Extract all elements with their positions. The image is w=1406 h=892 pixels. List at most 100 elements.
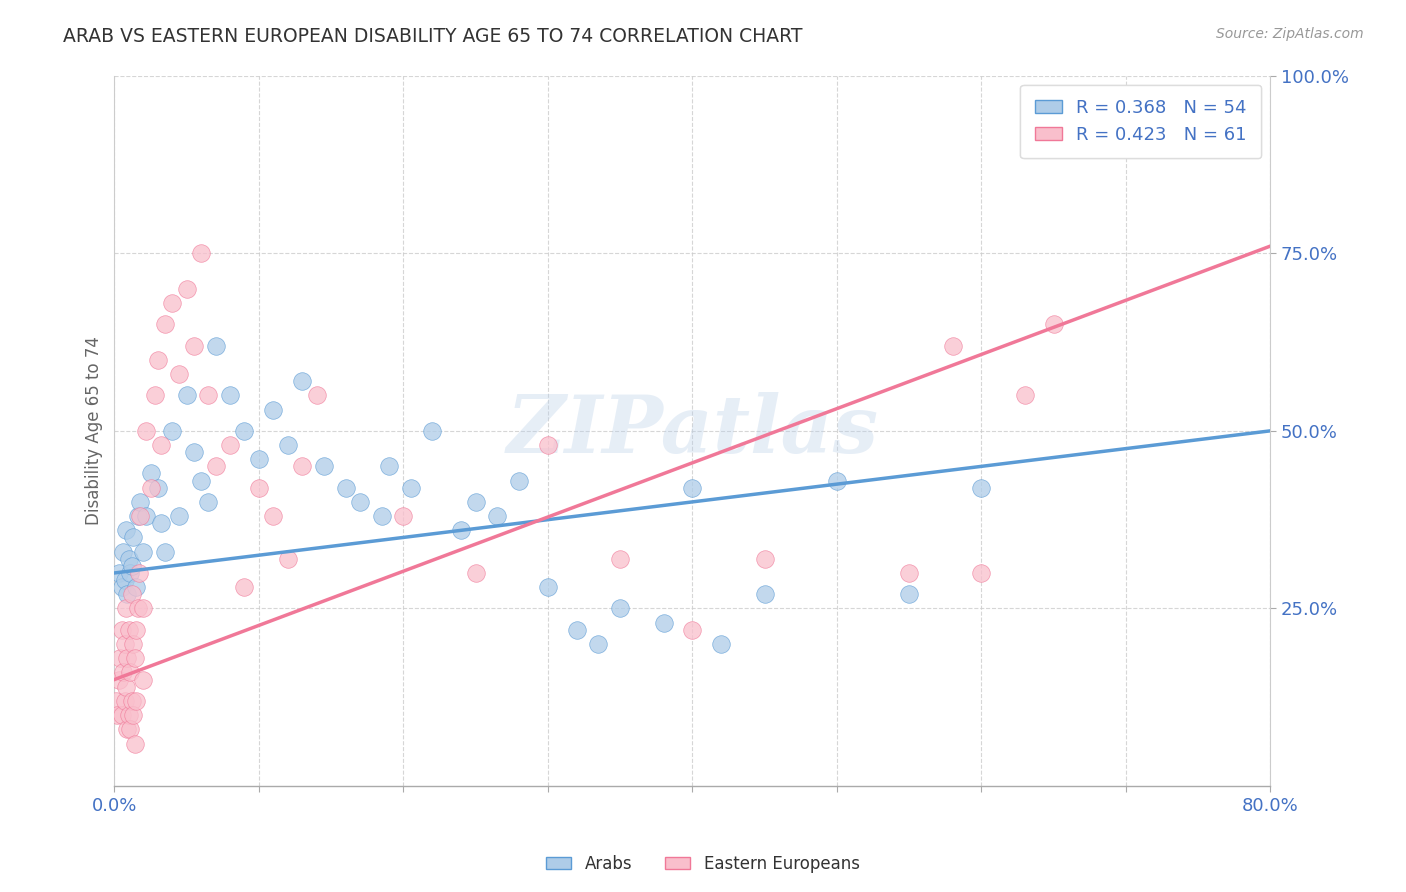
Point <box>118 623 141 637</box>
Text: ZIPatlas: ZIPatlas <box>506 392 879 469</box>
Point <box>176 388 198 402</box>
Point <box>153 317 176 331</box>
Point <box>120 665 142 680</box>
Point <box>204 338 226 352</box>
Point <box>149 516 172 531</box>
Point <box>291 374 314 388</box>
Point <box>754 587 776 601</box>
Point <box>111 708 134 723</box>
Point <box>118 708 141 723</box>
Point <box>121 694 143 708</box>
Point <box>190 246 212 260</box>
Y-axis label: Disability Age 65 to 74: Disability Age 65 to 74 <box>86 336 103 525</box>
Point <box>970 566 993 580</box>
Point <box>335 481 357 495</box>
Point <box>754 551 776 566</box>
Point <box>139 467 162 481</box>
Point <box>291 459 314 474</box>
Point <box>371 509 394 524</box>
Point <box>681 481 703 495</box>
Point <box>710 637 733 651</box>
Point <box>105 708 128 723</box>
Point <box>115 601 138 615</box>
Point <box>277 438 299 452</box>
Point <box>349 495 371 509</box>
Point <box>114 637 136 651</box>
Point <box>114 573 136 587</box>
Point <box>1042 317 1064 331</box>
Point <box>247 481 270 495</box>
Point <box>132 673 155 687</box>
Point <box>127 601 149 615</box>
Point <box>399 481 422 495</box>
Point <box>124 737 146 751</box>
Point <box>143 388 166 402</box>
Point <box>121 587 143 601</box>
Text: Source: ZipAtlas.com: Source: ZipAtlas.com <box>1216 27 1364 41</box>
Point <box>160 296 183 310</box>
Point <box>135 509 157 524</box>
Point <box>104 694 127 708</box>
Point <box>652 615 675 630</box>
Point <box>160 424 183 438</box>
Legend: Arabs, Eastern Europeans: Arabs, Eastern Europeans <box>540 848 866 880</box>
Point <box>127 509 149 524</box>
Point <box>120 566 142 580</box>
Point <box>115 524 138 538</box>
Point <box>898 587 921 601</box>
Point <box>970 481 993 495</box>
Point <box>183 445 205 459</box>
Point <box>233 580 256 594</box>
Point <box>125 580 148 594</box>
Point <box>247 452 270 467</box>
Point <box>129 495 152 509</box>
Point <box>233 424 256 438</box>
Point <box>146 481 169 495</box>
Point <box>114 694 136 708</box>
Point <box>169 367 191 381</box>
Point <box>681 623 703 637</box>
Point <box>107 673 129 687</box>
Point <box>464 566 486 580</box>
Point <box>149 438 172 452</box>
Point <box>129 509 152 524</box>
Point <box>588 637 610 651</box>
Text: ARAB VS EASTERN EUROPEAN DISABILITY AGE 65 TO 74 CORRELATION CHART: ARAB VS EASTERN EUROPEAN DISABILITY AGE … <box>63 27 803 45</box>
Point <box>609 601 631 615</box>
Point <box>392 509 415 524</box>
Point <box>153 544 176 558</box>
Point <box>262 402 284 417</box>
Point <box>132 601 155 615</box>
Point <box>378 459 401 474</box>
Point <box>262 509 284 524</box>
Point <box>117 723 139 737</box>
Point <box>825 474 848 488</box>
Point <box>112 544 135 558</box>
Point <box>112 665 135 680</box>
Point <box>941 338 963 352</box>
Point <box>139 481 162 495</box>
Point <box>108 651 131 665</box>
Point <box>420 424 443 438</box>
Point <box>219 388 242 402</box>
Point <box>464 495 486 509</box>
Point <box>128 566 150 580</box>
Point <box>122 530 145 544</box>
Legend: R = 0.368   N = 54, R = 0.423   N = 61: R = 0.368 N = 54, R = 0.423 N = 61 <box>1021 85 1261 159</box>
Point <box>537 438 560 452</box>
Point <box>118 551 141 566</box>
Point <box>122 637 145 651</box>
Point <box>219 438 242 452</box>
Point <box>609 551 631 566</box>
Point <box>135 424 157 438</box>
Point <box>197 495 219 509</box>
Point <box>312 459 335 474</box>
Point <box>122 708 145 723</box>
Point <box>117 651 139 665</box>
Point <box>146 352 169 367</box>
Point <box>204 459 226 474</box>
Point <box>898 566 921 580</box>
Point <box>565 623 588 637</box>
Point <box>107 566 129 580</box>
Point <box>117 587 139 601</box>
